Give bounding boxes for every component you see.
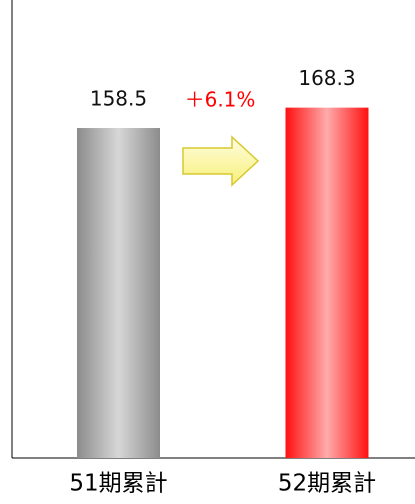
bar <box>77 128 160 459</box>
bar <box>285 107 369 458</box>
x-tick-label: 51期累計 <box>69 471 167 497</box>
x-tick-label: 52期累計 <box>278 471 376 497</box>
value-label: 168.3 <box>298 66 355 90</box>
arrow <box>182 135 260 187</box>
annotation: ＋6.1% <box>185 88 256 112</box>
value-label: 158.5 <box>90 87 147 111</box>
